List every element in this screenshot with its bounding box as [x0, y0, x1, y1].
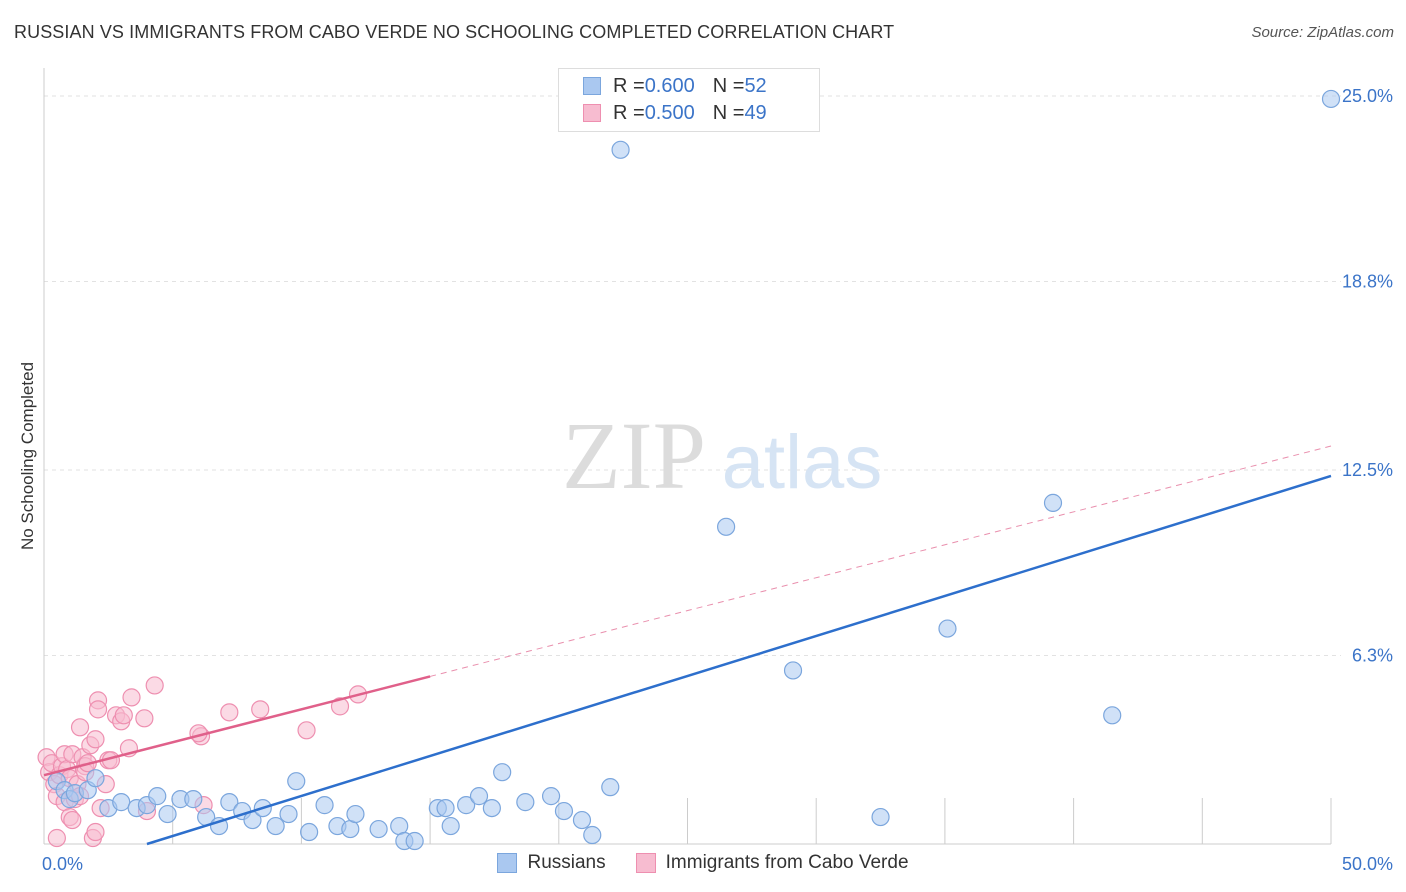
russians-point — [346, 804, 365, 824]
caboverde-point — [297, 721, 316, 740]
caboverde-point — [330, 697, 350, 716]
russians-point — [717, 517, 736, 536]
caboverde-point — [88, 700, 108, 719]
russians-point — [457, 796, 476, 815]
correlation-legend: R = 0.600 N = 52 R = 0.500 N = 49 — [558, 68, 820, 132]
legend-swatch-caboverde — [583, 104, 601, 122]
russians-point — [287, 772, 306, 791]
caboverde-point — [63, 810, 82, 830]
legend-label-caboverde: Immigrants from Cabo Verde — [665, 852, 909, 873]
russians-point — [516, 793, 535, 812]
chart-title: RUSSIAN VS IMMIGRANTS FROM CABO VERDE NO… — [14, 22, 895, 42]
legend-swatch-russians — [583, 77, 601, 95]
russians-point — [266, 816, 285, 836]
russians-point — [441, 816, 460, 836]
russians-point — [482, 798, 501, 818]
caboverde-point — [114, 706, 133, 725]
watermark-atlas: atlas — [722, 420, 883, 505]
russians-point — [1103, 706, 1122, 725]
x-tick-label: 50.0% — [1342, 854, 1393, 874]
caboverde-point — [47, 828, 66, 848]
legend-r-value: 0.500 — [644, 101, 695, 124]
legend-item-caboverde[interactable]: Immigrants from Cabo Verde — [635, 852, 909, 874]
caboverde-point — [135, 709, 154, 728]
caboverde-point — [86, 822, 105, 842]
russians-point — [1321, 89, 1341, 109]
legend-item-russians[interactable]: Russians — [497, 852, 606, 874]
legend-r-label: R = — [613, 74, 645, 97]
y-tick-label: 25.0% — [1342, 86, 1393, 106]
russians-point — [405, 831, 424, 851]
legend-swatch-caboverde — [635, 853, 656, 873]
russians-point — [871, 807, 890, 827]
trend-lines — [43, 445, 1332, 846]
russians-point — [938, 619, 957, 638]
watermark: ZIP atlas — [562, 402, 882, 509]
caboverde-trend-line — [43, 675, 431, 777]
legend-row-caboverde: R = 0.500 N = 49 — [583, 100, 767, 126]
caboverde-point — [70, 718, 90, 737]
caboverde-trend-extension — [429, 445, 1332, 677]
russians-point — [1043, 493, 1063, 512]
russians-point — [148, 787, 167, 806]
russians-trend-line — [146, 474, 1332, 846]
russians-point — [158, 804, 177, 824]
y-tick-label: 6.3% — [1352, 645, 1393, 665]
russians-point — [369, 819, 388, 839]
russians-point — [554, 801, 574, 821]
russians-point — [315, 796, 334, 815]
russians-point — [86, 769, 105, 788]
legend-n-value: 52 — [744, 74, 767, 97]
legend-row-russians: R = 0.600 N = 52 — [583, 73, 767, 99]
y-tick-label: 12.5% — [1342, 460, 1393, 480]
russians-point — [611, 140, 630, 159]
legend-label-russians: Russians — [527, 852, 606, 873]
russians-point — [184, 790, 203, 809]
russians-point — [220, 793, 239, 812]
russians-point — [300, 822, 319, 842]
russians-point — [436, 798, 455, 818]
russians-point — [493, 763, 512, 782]
russians-point — [112, 793, 131, 812]
caboverde-point — [145, 676, 164, 695]
legend-n-label: N = — [712, 101, 745, 124]
series-legend: Russians Immigrants from Cabo Verde — [0, 852, 1406, 874]
legend-n-value: 49 — [744, 101, 767, 124]
tick-labels: 6.3% 12.5% 18.8% 25.0% 0.0% 50.0% — [42, 86, 1393, 874]
x-tick-label: 0.0% — [42, 854, 83, 874]
russians-point — [469, 787, 489, 806]
source-credit: Source: ZipAtlas.com — [1251, 24, 1394, 41]
russians-point — [583, 825, 602, 845]
russians-point — [601, 778, 620, 797]
caboverde-point — [122, 688, 141, 707]
y-tick-label: 18.8% — [1342, 271, 1393, 291]
caboverde-point — [251, 700, 270, 719]
legend-swatch-russians — [497, 853, 518, 873]
legend-n-label: N = — [712, 74, 745, 97]
caboverde-point — [86, 730, 105, 749]
russians-point — [783, 661, 803, 680]
russians-point — [279, 804, 298, 824]
watermark-zip: ZIP — [562, 402, 706, 509]
russians-point — [572, 810, 592, 830]
russians-point — [541, 787, 561, 806]
legend-r-label: R = — [613, 101, 645, 124]
grid-lines — [44, 95, 1341, 656]
legend-r-value: 0.600 — [644, 74, 695, 97]
caboverde-point — [220, 703, 239, 722]
